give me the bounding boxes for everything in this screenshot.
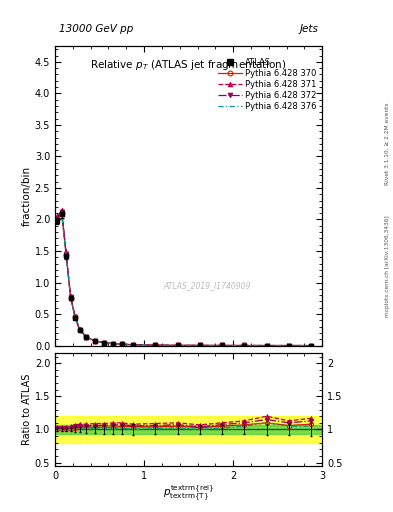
Y-axis label: Ratio to ATLAS: Ratio to ATLAS [22, 374, 32, 445]
Text: Relative $p_T$ (ATLAS jet fragmentation): Relative $p_T$ (ATLAS jet fragmentation) [90, 58, 287, 72]
Text: mcplots.cern.ch [arXiv:1306.3436]: mcplots.cern.ch [arXiv:1306.3436] [385, 216, 389, 317]
Text: Jets: Jets [299, 24, 318, 34]
Text: Rivet 3.1.10, ≥ 2.2M events: Rivet 3.1.10, ≥ 2.2M events [385, 102, 389, 185]
X-axis label: $p_{\rm textrm\{T\}}^{\rm textrm\{rel\}}$: $p_{\rm textrm\{T\}}^{\rm textrm\{rel\}}… [163, 483, 215, 504]
Text: ATLAS_2019_I1740909: ATLAS_2019_I1740909 [163, 281, 251, 290]
Legend: ATLAS, Pythia 6.428 370, Pythia 6.428 371, Pythia 6.428 372, Pythia 6.428 376: ATLAS, Pythia 6.428 370, Pythia 6.428 37… [217, 56, 318, 113]
Text: 13000 GeV pp: 13000 GeV pp [59, 24, 133, 34]
Y-axis label: fraction/bin: fraction/bin [22, 166, 32, 226]
